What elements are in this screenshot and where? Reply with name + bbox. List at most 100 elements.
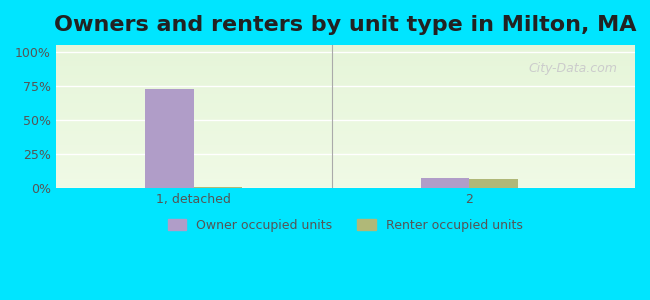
Bar	[0, 94, 650, 95]
Bar	[0, 61, 650, 62]
Bar	[0, 99, 650, 100]
Bar	[0, 49, 650, 50]
Bar	[0, 106, 650, 107]
Bar	[0, 117, 650, 118]
Bar	[0, 134, 650, 135]
Bar	[0, 101, 650, 102]
Bar	[0, 156, 650, 157]
Bar	[0, 51, 650, 52]
Bar	[0, 142, 650, 143]
Bar	[0, 184, 650, 185]
Bar	[0, 90, 650, 91]
Bar	[0, 170, 650, 171]
Bar	[0, 165, 650, 166]
Bar	[0, 100, 650, 101]
Bar	[0, 115, 650, 116]
Bar	[0, 131, 650, 132]
Bar	[0, 157, 650, 158]
Bar	[0, 130, 650, 131]
Bar	[0, 45, 650, 46]
Bar	[0, 128, 650, 129]
Bar	[0, 60, 650, 61]
Bar	[0, 88, 650, 89]
Bar	[0, 62, 650, 63]
Bar	[0, 103, 650, 104]
Bar	[0, 171, 650, 172]
Bar	[0, 52, 650, 53]
Bar	[0, 96, 650, 97]
Bar	[0, 126, 650, 127]
Bar	[0, 124, 650, 125]
Bar	[0, 143, 650, 144]
Bar	[0, 166, 650, 167]
Bar	[0, 183, 650, 184]
Bar	[0, 173, 650, 174]
Bar	[0, 58, 650, 59]
Bar	[0, 133, 650, 134]
Bar	[0, 179, 650, 180]
Bar	[0, 186, 650, 187]
Legend: Owner occupied units, Renter occupied units: Owner occupied units, Renter occupied un…	[162, 214, 528, 237]
Bar	[0, 110, 650, 111]
Bar	[0, 84, 650, 85]
Bar	[0, 125, 650, 126]
Bar	[0, 150, 650, 151]
Bar	[0, 59, 650, 60]
Bar	[0, 77, 650, 78]
Bar	[0, 132, 650, 133]
Bar	[0, 65, 650, 66]
Bar	[0, 135, 650, 136]
Bar	[0, 114, 650, 115]
Bar	[0, 85, 650, 86]
Bar	[0, 63, 650, 64]
Bar	[0, 69, 650, 70]
Text: City-Data.com: City-Data.com	[528, 62, 618, 75]
Bar	[0, 95, 650, 96]
Bar	[0, 107, 650, 108]
Bar	[0, 154, 650, 155]
Bar	[0, 118, 650, 119]
Bar	[0, 152, 650, 153]
Bar	[0, 76, 650, 77]
Bar	[0, 187, 650, 188]
Bar	[0, 120, 650, 121]
Bar	[0, 111, 650, 112]
Title: Owners and renters by unit type in Milton, MA: Owners and renters by unit type in Milto…	[54, 15, 636, 35]
Bar	[0, 54, 650, 55]
Bar	[469, 179, 518, 188]
Bar	[0, 86, 650, 87]
Bar	[0, 98, 650, 99]
Bar	[0, 182, 650, 183]
Bar	[0, 72, 650, 73]
Bar	[0, 83, 650, 84]
Bar	[0, 161, 650, 162]
Bar	[0, 174, 650, 175]
Bar	[0, 178, 650, 179]
Bar	[0, 64, 650, 65]
Bar	[0, 116, 650, 117]
Bar	[0, 81, 650, 82]
Bar	[0, 55, 650, 56]
Bar	[0, 68, 650, 69]
Bar	[0, 87, 650, 88]
Bar	[0, 153, 650, 154]
Bar	[0, 147, 650, 148]
Bar	[194, 187, 242, 188]
Bar	[0, 47, 650, 48]
Bar	[0, 56, 650, 57]
Bar	[0, 176, 650, 177]
Bar	[0, 141, 650, 142]
Bar	[0, 78, 650, 79]
Bar	[0, 139, 650, 140]
Bar	[0, 46, 650, 47]
Bar	[0, 92, 650, 93]
Bar	[0, 181, 650, 182]
Bar	[0, 136, 650, 137]
Bar	[0, 112, 650, 113]
Bar	[0, 119, 650, 120]
Bar	[0, 140, 650, 141]
Bar	[0, 146, 650, 147]
Bar	[0, 48, 650, 49]
Bar	[0, 155, 650, 156]
Bar	[0, 108, 650, 109]
